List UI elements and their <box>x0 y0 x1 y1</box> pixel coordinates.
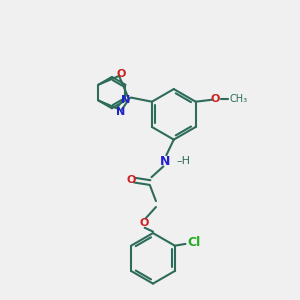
Text: N: N <box>116 107 125 117</box>
Text: O: O <box>211 94 220 104</box>
Text: –H: –H <box>176 156 190 166</box>
Text: N: N <box>121 95 130 105</box>
Text: O: O <box>140 218 149 228</box>
Text: CH₃: CH₃ <box>230 94 248 104</box>
Text: N: N <box>160 154 170 168</box>
Text: O: O <box>117 69 126 79</box>
Text: Cl: Cl <box>187 236 200 249</box>
Text: O: O <box>126 175 136 184</box>
